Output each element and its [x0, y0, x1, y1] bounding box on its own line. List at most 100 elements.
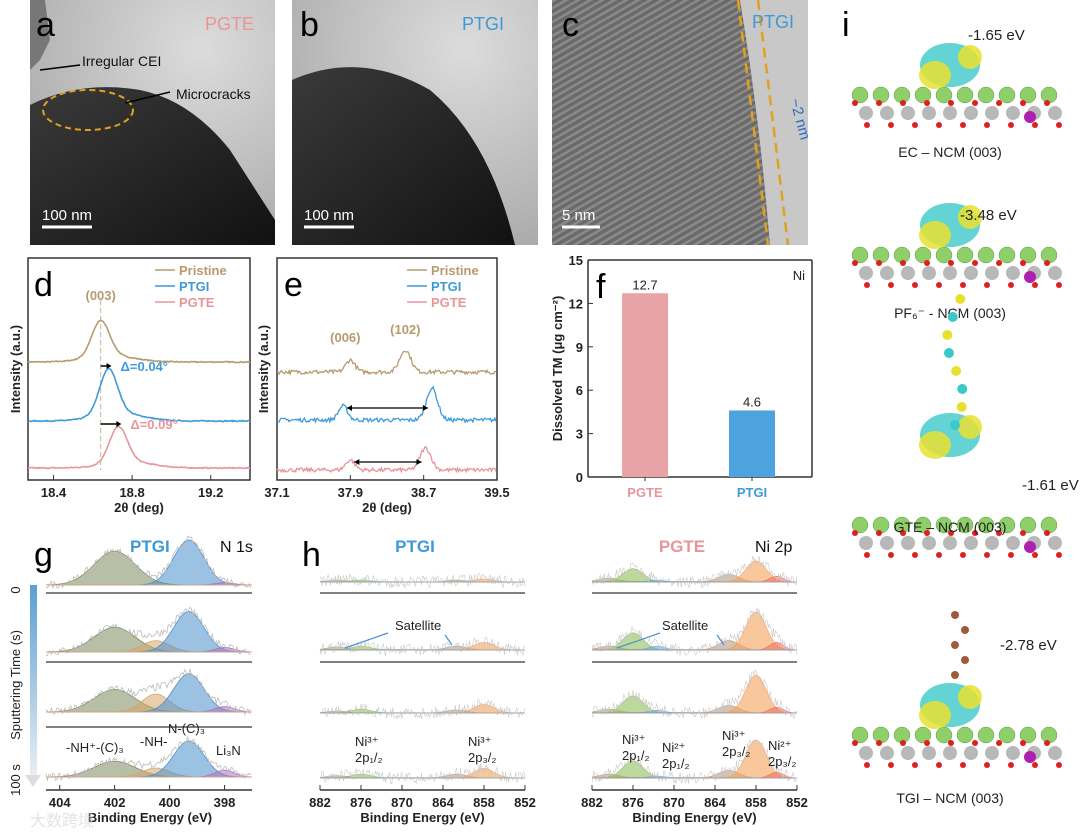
o-atom [972, 100, 978, 106]
x-tick-label: 402 [104, 795, 126, 810]
x-tick-label: 852 [514, 795, 536, 810]
li-atom [977, 246, 995, 264]
molecule-atom [951, 671, 959, 679]
slab-model [851, 294, 1062, 558]
x-tick-label: 18.4 [41, 485, 67, 500]
o-atom [924, 100, 930, 106]
panel-letter: f [596, 268, 606, 306]
charge-density-yellow [919, 431, 951, 459]
element-label: Ni [793, 268, 805, 283]
peak-annotation: Ni³⁺ [722, 728, 745, 743]
raw-spectrum [591, 607, 798, 656]
tm-atom [943, 106, 957, 120]
legend-label: PGTE [179, 295, 215, 310]
o-atom [984, 552, 990, 558]
o-atom [936, 762, 942, 768]
x-tick-label: 864 [432, 795, 454, 810]
li-atom [1019, 246, 1037, 264]
satellite-arrow [444, 634, 453, 646]
tm-atom [1006, 266, 1020, 280]
x-tick-label: 858 [473, 795, 495, 810]
raw-spectrum [591, 739, 798, 784]
raw-spectrum [45, 735, 251, 781]
panel-letter: d [34, 266, 53, 304]
o-atom [996, 530, 1002, 536]
molecule-fragment [951, 366, 962, 376]
bar-pgte [622, 293, 668, 477]
o-atom [912, 282, 918, 288]
o-atom [948, 530, 954, 536]
x-tick-label: 882 [309, 795, 331, 810]
molecule-atom [951, 641, 959, 649]
o-atom [888, 122, 894, 128]
o-atom [936, 122, 942, 128]
o-atom [900, 260, 906, 266]
satellite-arrow [616, 632, 661, 649]
model-label: GTE – NCM (003) [894, 519, 1007, 535]
peak-annotation: Ni²⁺ [662, 740, 685, 755]
legend-label: Pristine [431, 263, 479, 278]
tm-atom [1048, 106, 1062, 120]
y-tick-label: 3 [576, 427, 583, 442]
molecule-fragment [957, 384, 968, 394]
li-atom [872, 516, 890, 534]
panel-letter: h [302, 536, 321, 574]
li-atom [956, 726, 974, 744]
o-atom [1056, 762, 1062, 768]
mn-atom [1024, 271, 1036, 283]
o-atom [900, 100, 906, 106]
tm-atom [880, 746, 894, 760]
tm-atom [1006, 106, 1020, 120]
o-atom [1008, 552, 1014, 558]
molecule-atom [961, 626, 969, 634]
o-atom [1032, 762, 1038, 768]
o-atom [960, 282, 966, 288]
tm-atom [922, 746, 936, 760]
peak-annotation: 2p₁/₂ [355, 750, 383, 765]
molecule-fragment [943, 348, 954, 358]
x-tick-label: 18.8 [119, 485, 144, 500]
tm-atom [922, 106, 936, 120]
peak-annotation: Ni³⁺ [355, 734, 378, 749]
slab-model [851, 611, 1062, 768]
peak-annotation: 2p₁/₂ [622, 748, 650, 763]
x-tick-label: 398 [214, 795, 236, 810]
charge-density-yellow [958, 205, 982, 229]
peak-annotation: Ni³⁺ [622, 732, 645, 747]
annotation-microcracks: Microcracks [176, 86, 251, 102]
o-atom [888, 282, 894, 288]
satellite-arrow [716, 634, 725, 646]
sputtering-gradient-bar [30, 585, 37, 775]
x-tick-label: 852 [786, 795, 808, 810]
li-atom [935, 516, 953, 534]
time-end-label: 100 s [8, 764, 23, 796]
mn-atom [1024, 111, 1036, 123]
x-tick-label: 876 [350, 795, 372, 810]
component-label: -NH- [140, 734, 167, 749]
watermark: 大数跨境 [30, 811, 94, 830]
o-atom [972, 740, 978, 746]
plot-frame [276, 257, 498, 481]
adsorption-energy: -2.78 eV [1000, 637, 1057, 654]
o-atom [876, 740, 882, 746]
annotation-irregular-cei: Irregular CEI [82, 53, 161, 69]
sample-label: PTGI [395, 537, 435, 556]
scale-label: 5 nm [562, 207, 595, 224]
x-tick-label: 38.7 [411, 485, 436, 500]
panel-letter: c [562, 6, 579, 44]
x-tick-label: 400 [159, 795, 181, 810]
li-atom [1040, 516, 1058, 534]
chart-f: 0 3 6 9 12 15 Dissolved TM (μg cm⁻²) f Ni 12.7 PGT… [550, 253, 813, 500]
x-axis-label: 2θ (deg) [362, 500, 412, 515]
tm-atom [880, 536, 894, 550]
tm-atom [859, 106, 873, 120]
sample-label: PTGI [462, 14, 504, 34]
tm-atom [964, 106, 978, 120]
li-atom [935, 86, 953, 104]
core-level-label: Ni 2p [755, 539, 792, 556]
tm-atom [859, 536, 873, 550]
li-atom [1019, 726, 1037, 744]
peak-annotation: Ni²⁺ [768, 738, 791, 753]
molecule-atom [961, 656, 969, 664]
chart-h: h Ni 2p PTGI 882 876 870 864 858 852 Binding Ener… [302, 536, 808, 825]
